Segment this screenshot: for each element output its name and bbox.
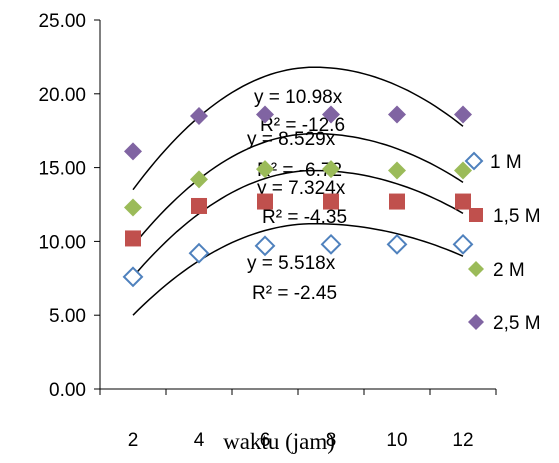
- legend-marker: [468, 314, 484, 330]
- data-point: [322, 160, 340, 179]
- data-point: [323, 193, 339, 210]
- data-point: [455, 193, 471, 210]
- trendline-r2: R² = -12.6: [260, 115, 345, 136]
- data-point: [388, 161, 406, 180]
- x-tick-label: 2: [128, 430, 139, 451]
- trendline-r2: R² = -4.35: [262, 207, 347, 228]
- legend-item: 2 M: [468, 260, 525, 281]
- data-point: [124, 142, 142, 161]
- trendline-equation: y = 5.518x: [247, 253, 336, 274]
- x-tick-label: 4: [194, 430, 205, 451]
- legend-label: 2,5 M: [493, 313, 541, 334]
- data-point: [386, 233, 408, 255]
- data-point: [188, 242, 210, 264]
- y-tick-label: 5.00: [49, 306, 86, 327]
- data-point: [256, 160, 274, 179]
- y-tick-label: 0.00: [49, 380, 86, 401]
- x-tick-label: 12: [452, 430, 473, 451]
- axes: [99, 20, 496, 390]
- data-point: [454, 161, 472, 180]
- legend-label: 1 M: [490, 152, 522, 173]
- legend-item: 1 M: [464, 151, 522, 173]
- legend-item: 1,5 M: [469, 206, 541, 227]
- data-point: [256, 105, 274, 124]
- trendline: [132, 132, 464, 247]
- y-tick-label: 10.00: [38, 232, 86, 253]
- data-point: [122, 266, 144, 288]
- legend-marker: [464, 151, 484, 171]
- y-tick-label: 20.00: [38, 85, 86, 106]
- trendline-r2: R² = -2.45: [252, 283, 337, 304]
- legend-label: 2 M: [493, 260, 525, 281]
- data-point: [125, 230, 141, 247]
- legend-label: 1,5 M: [493, 206, 541, 227]
- trendlines: [132, 66, 464, 316]
- trendline-r2: R² = -6.72: [257, 160, 342, 181]
- legend-marker: [469, 208, 483, 222]
- trendline: [132, 169, 464, 278]
- x-tick-label: 10: [386, 430, 407, 451]
- trendline: [132, 66, 464, 191]
- data-points: [122, 105, 474, 288]
- tick-marks: 0.00 5.00 10.00 15.00 20.00 25.00 2 4 6 8 10 12: [38, 11, 497, 451]
- data-point: [454, 105, 472, 124]
- y-tick-label: 25.00: [38, 11, 86, 32]
- data-point: [389, 193, 405, 210]
- data-point: [452, 233, 474, 255]
- data-point: [254, 235, 276, 257]
- trendline-equation: y = 10.98x: [254, 87, 343, 108]
- y-tick-label: 15.00: [38, 159, 86, 180]
- legend: 1 M 1,5 M 2 M 2,5 M: [464, 151, 541, 334]
- data-point: [191, 197, 207, 214]
- data-point: [257, 193, 273, 210]
- data-point: [124, 198, 142, 217]
- x-tick-label: 6: [260, 430, 271, 451]
- legend-marker: [468, 261, 484, 277]
- x-tick-label: 8: [326, 430, 337, 451]
- x-axis-title: waktu (jam): [223, 429, 335, 454]
- legend-item: 2,5 M: [468, 313, 541, 334]
- trendline-equations: y = 10.98x R² = -12.6y = 8.529x R² = -6.72…: [247, 87, 347, 304]
- data-point: [190, 170, 208, 189]
- data-point: [320, 233, 342, 255]
- data-point: [388, 105, 406, 124]
- data-point: [322, 105, 340, 124]
- trendline: [132, 222, 464, 316]
- data-point: [190, 106, 208, 125]
- trendline-equation: y = 8.529x: [247, 129, 336, 150]
